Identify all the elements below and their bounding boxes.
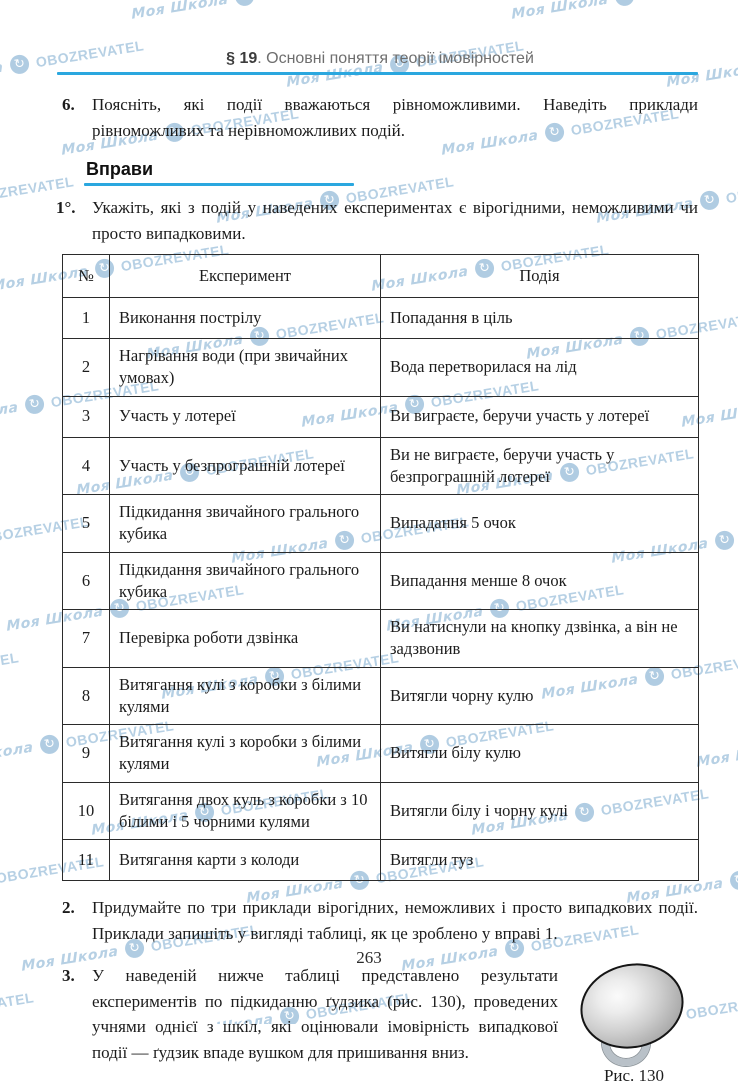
experiment-cell: Витягання кулі з коробки з білими кулями xyxy=(109,724,381,783)
table-row: 6 Підкидання звичайного грального кубика В… xyxy=(62,551,699,611)
experiment-cell: Нагрівання води (при звичайних умовах) xyxy=(109,338,381,397)
item-number: 3. xyxy=(62,966,75,986)
row-number-cell: 1 xyxy=(62,297,110,339)
event-cell: Вода перетворилася на лід xyxy=(380,338,699,397)
event-cell: Випадання 5 очок xyxy=(380,494,699,553)
experiment-cell: Перевірка роботи дзвінка xyxy=(109,609,381,668)
experiment-cell: Витягання кулі з коробки з білими кулями xyxy=(109,666,381,726)
table-row: 5 Підкидання звичайного грального кубика В… xyxy=(62,494,699,553)
table-row: 2 Нагрівання води (при звичайних умовах) В… xyxy=(62,338,699,397)
row-number-cell: 2 xyxy=(62,338,110,397)
event-cell: Попадання в ціль xyxy=(380,297,699,339)
section-title: . Основні поняття теорії імовірностей xyxy=(257,50,534,67)
experiment-cell: Витягання двох куль з коробки з 10 білим… xyxy=(109,781,381,841)
table-row: 7 Перевірка роботи дзвінка Ви натиснули на… xyxy=(62,609,699,668)
event-cell: Витягли білу і чорну кулі xyxy=(380,781,699,841)
item-number: 1°. xyxy=(56,198,76,217)
exercise-item-3: 3. У наведеній нижче таблиці представлен… xyxy=(62,963,558,1086)
exercises-heading: Вправи xyxy=(86,159,154,179)
table-row: 4 Участь у безпрограшній лотереї Ви не виг… xyxy=(62,436,699,496)
experiment-cell: Підкидання звичайного грального кубика xyxy=(109,494,381,553)
item-text: У наведеній нижче таблиці представлено р… xyxy=(92,966,558,1062)
table-header-cell: № xyxy=(62,254,110,298)
exercises-rule xyxy=(84,183,354,186)
button-illustration xyxy=(571,953,693,1067)
header-rule xyxy=(57,72,698,75)
page-number: 263 xyxy=(356,948,382,967)
row-number-cell: 8 xyxy=(62,666,110,726)
experiment-cell: Участь у лотереї xyxy=(109,395,381,438)
row-number-cell: 9 xyxy=(62,724,110,783)
experiment-cell: Підкидання звичайного грального кубика xyxy=(109,551,381,611)
event-cell: Витягли чорну кулю xyxy=(380,666,699,726)
table-row: 9 Витягання кулі з коробки з білими кулям… xyxy=(62,724,699,783)
item-text: Поясніть, які події вважаються рівноможл… xyxy=(92,95,698,140)
item-text: Придумайте по три приклади вірогідних, н… xyxy=(92,898,698,943)
table-row: 3 Участь у лотереї Ви виграєте, беручи уча… xyxy=(62,395,699,438)
exercise-item-2: 2. Придумайте по три приклади вірогідних… xyxy=(62,895,698,946)
figure-caption: Рис. 130 xyxy=(603,1066,665,1086)
button-disc xyxy=(571,953,693,1059)
exercise-item-6: 6. Поясніть, які події вважаються рівном… xyxy=(62,92,698,143)
event-cell: Випадання менше 8 очок xyxy=(380,551,699,611)
row-number-cell: 5 xyxy=(62,494,110,553)
row-number-cell: 3 xyxy=(62,395,110,438)
event-cell: Ви не виграєте, беручи участь у безпрогр… xyxy=(380,436,699,496)
event-cell: Ви натиснули на кнопку дзвінка, а він не… xyxy=(380,609,699,668)
table-header-cell: Експеримент xyxy=(109,254,381,298)
row-number-cell: 10 xyxy=(62,781,110,841)
figure-130: Рис. 130 xyxy=(570,953,698,1086)
exercise-item-1: 1°. Укажіть, які з подій у наведених екс… xyxy=(56,195,698,246)
experiments-table: № Експеримент Подія 1 Виконання пострілу Поп… xyxy=(62,254,699,882)
experiment-cell: Виконання пострілу xyxy=(109,297,381,339)
table-header: № Експеримент Подія xyxy=(62,254,699,298)
table-row: 10 Витягання двох куль з коробки з 10 біл… xyxy=(62,781,699,841)
row-number-cell: 7 xyxy=(62,609,110,668)
table-row: 1 Виконання пострілу Попадання в ціль xyxy=(62,297,699,339)
page-header: § 19. Основні поняття теорії імовірносте… xyxy=(62,50,698,68)
table-row: 8 Витягання кулі з коробки з білими кулям… xyxy=(62,666,699,726)
item-text: Укажіть, які з подій у наведених експери… xyxy=(92,198,698,243)
table-header-cell: Подія xyxy=(380,254,699,298)
event-cell: Витягли білу кулю xyxy=(380,724,699,783)
table-row: 11 Витягання карти з колоди Витягли туз xyxy=(62,839,699,882)
item-number: 6. xyxy=(62,95,75,114)
row-number-cell: 11 xyxy=(62,839,110,882)
section-number: § 19 xyxy=(226,50,258,67)
event-cell: Витягли туз xyxy=(380,839,699,882)
experiment-cell: Участь у безпрограшній лотереї xyxy=(109,436,381,496)
experiment-cell: Витягання карти з колоди xyxy=(109,839,381,882)
row-number-cell: 6 xyxy=(62,551,110,611)
item-number: 2. xyxy=(62,898,75,918)
row-number-cell: 4 xyxy=(62,436,110,496)
event-cell: Ви виграєте, беручи участь у лотереї xyxy=(380,395,699,438)
